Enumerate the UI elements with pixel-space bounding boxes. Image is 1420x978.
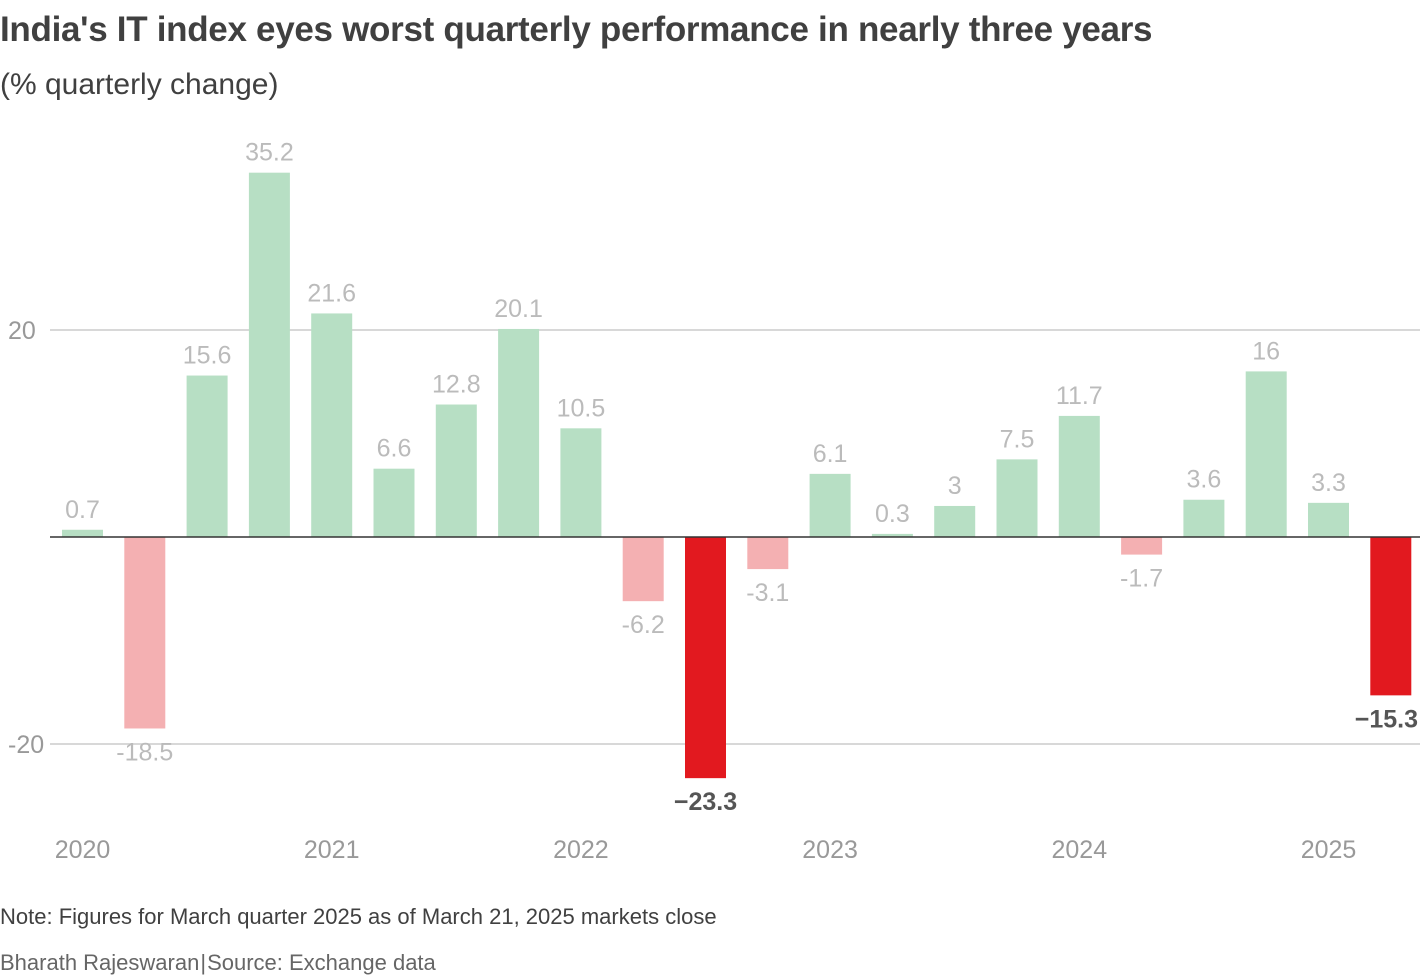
bar-value-label: 3.3	[1311, 469, 1346, 497]
bar	[498, 328, 540, 537]
bar	[186, 375, 228, 537]
x-tick-label: 2024	[1051, 836, 1107, 864]
chart-credit: Bharath Rajeswaran|Source: Exchange data	[0, 950, 436, 976]
bar-value-label: 15.6	[183, 342, 232, 370]
bar-value-label: 12.8	[432, 371, 481, 399]
bar-value-label: 6.6	[377, 435, 412, 463]
credit-separator: |	[200, 950, 207, 975]
x-tick-label: 2023	[802, 836, 858, 864]
credit-source: Source: Exchange data	[207, 950, 436, 975]
chart-note: Note: Figures for March quarter 2025 as …	[0, 904, 717, 929]
bar	[124, 537, 166, 729]
bar-value-label: -6.2	[622, 611, 665, 639]
bar	[1308, 502, 1349, 537]
bar-value-label: 6.1	[813, 440, 848, 468]
bar-value-label: -3.1	[746, 579, 789, 607]
bar	[62, 529, 103, 537]
bar-value-label: 20.1	[494, 295, 543, 323]
bar	[747, 537, 789, 570]
bar-value-label: 3	[948, 472, 962, 500]
bar-value-label: 10.5	[557, 394, 606, 422]
bar	[1245, 371, 1287, 537]
chart-subtitle: (% quarterly change)	[0, 68, 279, 101]
bar	[685, 537, 726, 779]
x-tick-label: 2022	[553, 836, 609, 864]
bar	[435, 404, 477, 537]
bar	[622, 537, 664, 602]
bar	[373, 468, 415, 537]
bar	[996, 459, 1038, 537]
bar-value-label: 0.3	[875, 500, 910, 528]
bar	[1183, 499, 1225, 537]
bar-value-label: -18.5	[116, 738, 173, 766]
bar-value-label: −15.3	[1355, 705, 1418, 733]
x-tick-label: 2021	[304, 836, 360, 864]
bar-value-label: 21.6	[307, 279, 356, 307]
bar-chart: 20 -20 0.7 -18.5 15.6 35.2 21.6 6.6 12.8 20.1 10.5…	[8, 139, 1420, 864]
bar-value-label: 11.7	[1056, 382, 1103, 410]
y-tick-label: 20	[8, 317, 36, 345]
bar-value-label: −23.3	[674, 788, 737, 816]
y-tick-label: -20	[8, 731, 44, 759]
bar-value-label: 0.7	[65, 496, 100, 524]
bar	[1058, 415, 1100, 537]
chart-title: India's IT index eyes worst quarterly pe…	[0, 10, 1153, 49]
bar	[934, 505, 976, 537]
bar	[560, 428, 602, 537]
bar	[1121, 537, 1163, 555]
bar-value-label: 35.2	[245, 139, 294, 167]
bar-value-label: 16	[1252, 337, 1280, 365]
x-tick-label: 2025	[1301, 836, 1357, 864]
bar	[1370, 537, 1412, 696]
bar	[311, 313, 353, 537]
bar	[871, 533, 913, 537]
x-tick-label: 2020	[55, 836, 111, 864]
credit-author: Bharath Rajeswaran	[0, 950, 200, 975]
bar-value-label: 7.5	[1000, 425, 1035, 453]
bar-value-label: 3.6	[1187, 466, 1222, 494]
bar	[809, 473, 851, 537]
bar	[248, 172, 290, 537]
bar-value-label: -1.7	[1120, 565, 1163, 593]
